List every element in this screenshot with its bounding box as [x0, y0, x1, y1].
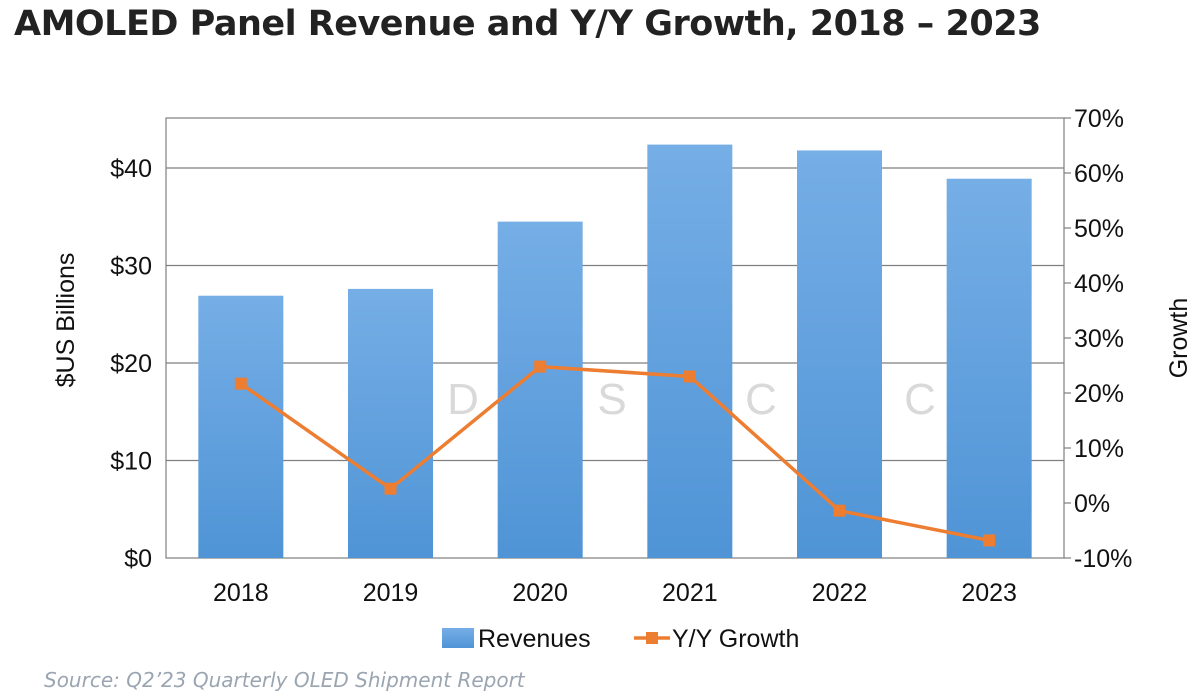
y-axis-title: $US Billions	[52, 253, 80, 388]
watermark-letter: C	[745, 375, 777, 424]
y-right-axis-title: Growth	[1165, 298, 1193, 379]
revenue-bars	[198, 144, 1032, 558]
growth-point	[683, 370, 696, 383]
y-tick-label: $0	[124, 545, 152, 573]
legend-swatch-growth-marker	[646, 632, 658, 644]
revenue-bar	[797, 150, 882, 558]
watermark-letter: D	[447, 375, 479, 424]
y-tick-label: $30	[110, 253, 152, 281]
revenue-bar	[647, 144, 733, 558]
legend-swatch-revenues	[442, 628, 474, 648]
y-right-tick-label: 30%	[1074, 325, 1124, 353]
growth-point	[833, 504, 846, 517]
page-title: AMOLED Panel Revenue and Y/Y Growth, 201…	[14, 4, 1041, 44]
y-tick-label: $20	[110, 350, 152, 378]
grid-lines	[165, 117, 1065, 559]
watermark-letter: C	[904, 375, 936, 424]
y-right-tick-label: 50%	[1074, 215, 1124, 243]
x-tick-label: 2020	[512, 579, 568, 607]
y-right-tick-label: 70%	[1074, 105, 1124, 133]
watermark-letter: S	[597, 375, 626, 424]
growth-point	[534, 360, 547, 373]
y-right-tick-label: -10%	[1074, 545, 1132, 573]
plot-frame	[165, 117, 1065, 559]
revenue-bar	[198, 295, 284, 558]
source-note: Source: Q2’23 Quarterly OLED Shipment Re…	[44, 668, 525, 692]
x-tick-label: 2021	[662, 579, 718, 607]
x-tick-label: 2023	[961, 579, 1017, 607]
growth-point	[983, 534, 996, 547]
growth-point	[384, 482, 397, 495]
growth-line	[234, 360, 996, 547]
revenue-bar	[348, 288, 433, 558]
revenue-bar	[946, 178, 1032, 558]
y-right-tick-label: 20%	[1074, 380, 1124, 408]
legend: Revenues Y/Y Growth	[442, 625, 799, 653]
legend-label-growth: Y/Y Growth	[672, 625, 799, 653]
axes: $0 $10 $20 $30 $40 -10% 0% 10% 20% 30% 40% 50% 60% 70…	[52, 105, 1193, 607]
legend-label-revenues: Revenues	[478, 625, 591, 653]
x-tick-label: 2022	[812, 579, 868, 607]
y-right-tick-label: 60%	[1074, 160, 1124, 188]
x-tick-label: 2019	[363, 579, 419, 607]
y-right-tick-label: 10%	[1074, 435, 1124, 463]
y-right-tick-label: 40%	[1074, 270, 1124, 298]
growth-series-line	[239, 364, 990, 543]
growth-point	[234, 377, 247, 390]
y-tick-label: $10	[110, 448, 152, 476]
y-tick-label: $40	[110, 155, 152, 183]
x-tick-label: 2018	[213, 579, 269, 607]
y-right-tick-label: 0%	[1074, 490, 1110, 518]
